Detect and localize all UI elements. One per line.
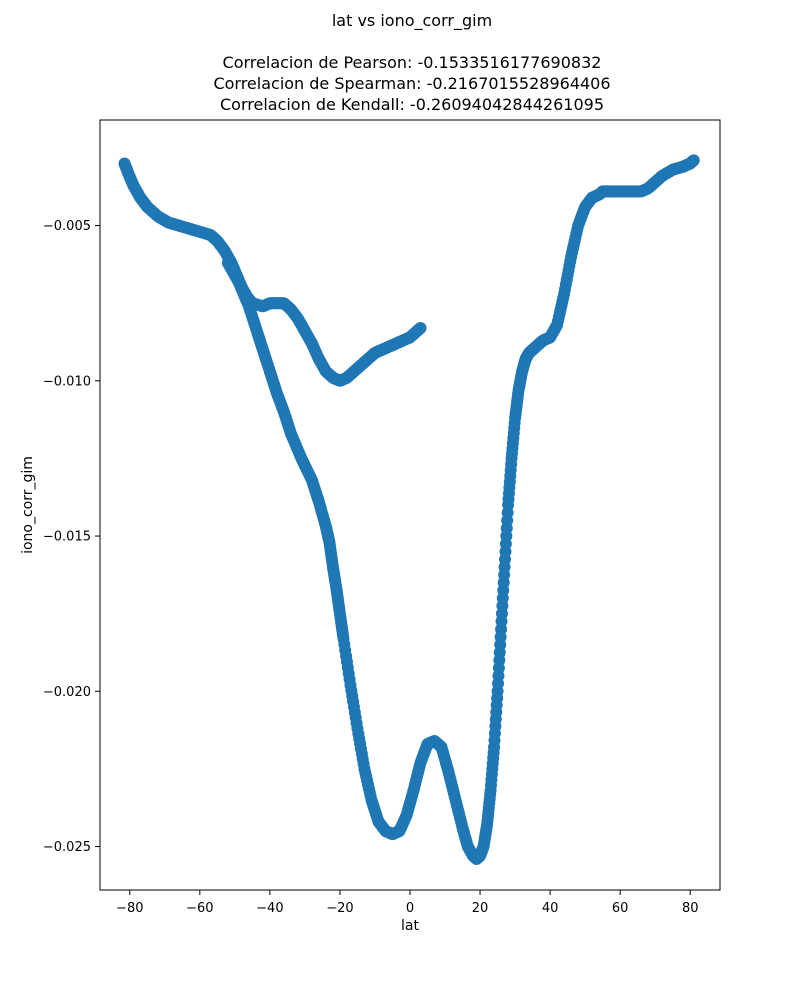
x-tick-label: −80 (116, 901, 143, 916)
chart-title: lat vs iono_corr_gim (331, 11, 493, 30)
y-tick-label: −0.020 (43, 685, 91, 700)
kendall-correlation-text: Correlacion de Kendall: -0.2609404284426… (219, 95, 605, 114)
x-tick-label: −40 (256, 901, 283, 916)
x-tick-label: 20 (472, 901, 489, 916)
y-tick-label: −0.025 (43, 840, 91, 855)
y-tick-label: −0.005 (43, 219, 91, 234)
data-point (687, 154, 700, 167)
x-tick-label: 0 (406, 901, 414, 916)
x-tick-label: −60 (186, 901, 213, 916)
x-axis-ticks: −80 −60 −40 −20 0 20 40 60 80 (116, 890, 698, 916)
x-tick-label: 60 (612, 901, 629, 916)
pearson-correlation-text: Correlacion de Pearson: -0.1533516177690… (222, 53, 602, 72)
x-tick-label: 80 (682, 901, 699, 916)
y-axis-label: iono_corr_gim (20, 456, 36, 554)
chart-title-block: lat vs iono_corr_gim Correlacion de Pear… (0, 10, 800, 115)
data-points-layer (118, 154, 700, 865)
x-tick-label: −20 (326, 901, 353, 916)
y-axis-ticks: −0.025 −0.020 −0.015 −0.010 −0.005 (43, 219, 100, 855)
y-tick-label: −0.015 (43, 530, 91, 545)
x-axis-label: lat (401, 918, 419, 934)
x-tick-label: 40 (542, 901, 559, 916)
data-point (414, 322, 427, 335)
y-tick-label: −0.010 (43, 374, 91, 389)
spearman-correlation-text: Correlacion de Spearman: -0.216701552896… (213, 74, 611, 93)
